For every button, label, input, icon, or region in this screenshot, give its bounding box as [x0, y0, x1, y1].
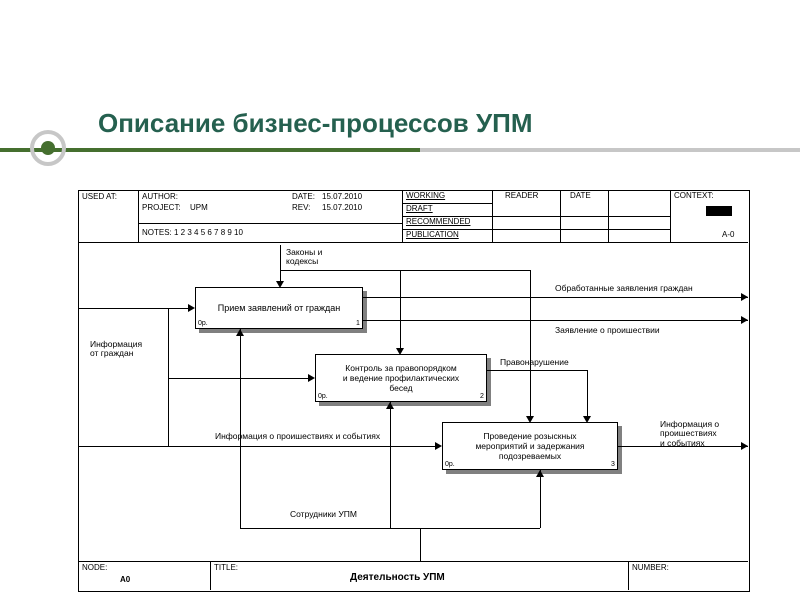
arr-stmt-h [363, 320, 748, 321]
arr-zakony-b2head [396, 348, 404, 355]
hdr-context-code: A-0 [722, 231, 734, 240]
act2-rn: 2 [480, 393, 484, 400]
act1-rn: 1 [356, 320, 360, 327]
hdr-project-val: UPM [190, 204, 208, 213]
arr-zakony-b2v [400, 270, 401, 350]
activity-1-label: Прием заявлений от граждан [218, 303, 341, 313]
hdr-rev-val: 15.07.2010 [322, 204, 362, 213]
arr-zakony-b2h [280, 270, 400, 271]
activity-3-label: Проведение розыскных мероприятий и задер… [475, 431, 584, 461]
hdr-used-at: USED AT: [82, 193, 117, 202]
arr-zakony-b3v [530, 270, 531, 418]
lbl-incident-info: Информация о проишествиях и событиях [660, 420, 719, 448]
lbl-zakony: Законы и кодексы [286, 248, 322, 267]
hdr-date-val: 15.07.2010 [322, 193, 362, 202]
arr-info-b2h [168, 378, 310, 379]
ftr-v1 [210, 561, 211, 590]
arr-proc-h [363, 297, 748, 298]
hdr-recommended: RECOMMENDED [406, 218, 470, 227]
arr-events-h [78, 446, 168, 447]
arr-zakony-b3head [526, 416, 534, 423]
arr-info-b3v [168, 378, 169, 446]
hdr-notes: NOTES: 1 2 3 4 5 6 7 8 9 10 [142, 229, 243, 238]
hdr-v6 [670, 190, 671, 242]
lbl-offense: Правонарушение [500, 358, 569, 367]
ftr-node-lbl: NODE: [82, 564, 107, 573]
arr-off-head [583, 416, 591, 423]
context-box-icon [706, 206, 732, 216]
hdr-author: AUTHOR: [142, 193, 178, 202]
lbl-info-citizens: Информация от граждан [90, 340, 142, 359]
slide-title: Описание бизнес-процессов УПМ [98, 108, 533, 139]
act1-lp: 0р. [198, 320, 208, 327]
arr-staff-u2 [390, 402, 391, 528]
act3-lp: 0р. [445, 461, 455, 468]
arr-stmt-head [741, 316, 748, 324]
arr-staff-u3head [536, 470, 544, 477]
arr-staff-u3 [540, 470, 541, 528]
arr-staff-base [240, 528, 540, 529]
arr-info-head [188, 304, 195, 312]
arr-info-b2head [308, 374, 315, 382]
ftr-number-lbl: NUMBER: [632, 564, 669, 573]
arr-zakony-head [276, 281, 284, 288]
arr-staff-main [420, 528, 421, 561]
activity-2-label: Контроль за правопорядком и ведение проф… [343, 363, 459, 393]
hdr-project: PROJECT: [142, 204, 181, 213]
arr-info-h [78, 308, 190, 309]
hdr-reader: READER [505, 192, 538, 201]
hdr-date2: DATE [570, 192, 591, 201]
hdr-context: CONTEXT: [674, 192, 714, 201]
act3-rn: 3 [611, 461, 615, 468]
arr-staff-u1head [236, 329, 244, 336]
arr-staff-u2head [386, 402, 394, 409]
arr-staff-u1 [240, 329, 241, 528]
hdr-v1 [138, 190, 139, 242]
act2-lp: 0р. [318, 393, 328, 400]
arr-info-b2v [168, 308, 169, 378]
ftr-v2 [628, 561, 629, 590]
hdr-hnotes [138, 223, 402, 224]
arr-info-b3h [168, 446, 437, 447]
lbl-processed: Обработанные заявления граждан [555, 284, 693, 293]
ftr-title-val: Деятельность УПМ [350, 572, 445, 583]
hdr-rev: REV: [292, 204, 310, 213]
activity-1: Прием заявлений от граждан [195, 287, 363, 329]
lbl-incident-stmt: Заявление о проишествии [555, 326, 660, 335]
arr-off-v [587, 370, 588, 418]
lbl-staff: Сотрудники УПМ [290, 510, 357, 519]
hdr-bottom [78, 242, 748, 243]
arr-proc-head [741, 293, 748, 301]
arr-info-b3head [435, 442, 442, 450]
arr-zakony-main [280, 245, 281, 283]
ftr-top [78, 561, 748, 562]
underline-gray [420, 148, 800, 152]
activity-3: Проведение розыскных мероприятий и задер… [442, 422, 618, 470]
hdr-publication: PUBLICATION [406, 231, 459, 240]
bullet-inner-icon [41, 141, 55, 155]
arr-zakony-b3h [400, 270, 530, 271]
hdr-date: DATE: [292, 193, 315, 202]
activity-2: Контроль за правопорядком и ведение проф… [315, 354, 487, 402]
ftr-title-lbl: TITLE: [214, 564, 238, 573]
arr-incinfo-head [741, 442, 748, 450]
slide: Описание бизнес-процессов УПМ USED AT: A… [0, 0, 800, 600]
arr-off-h [487, 370, 587, 371]
hdr-working: WORKING [406, 192, 445, 201]
ftr-node-val: A0 [120, 576, 130, 585]
hdr-draft: DRAFT [406, 205, 433, 214]
